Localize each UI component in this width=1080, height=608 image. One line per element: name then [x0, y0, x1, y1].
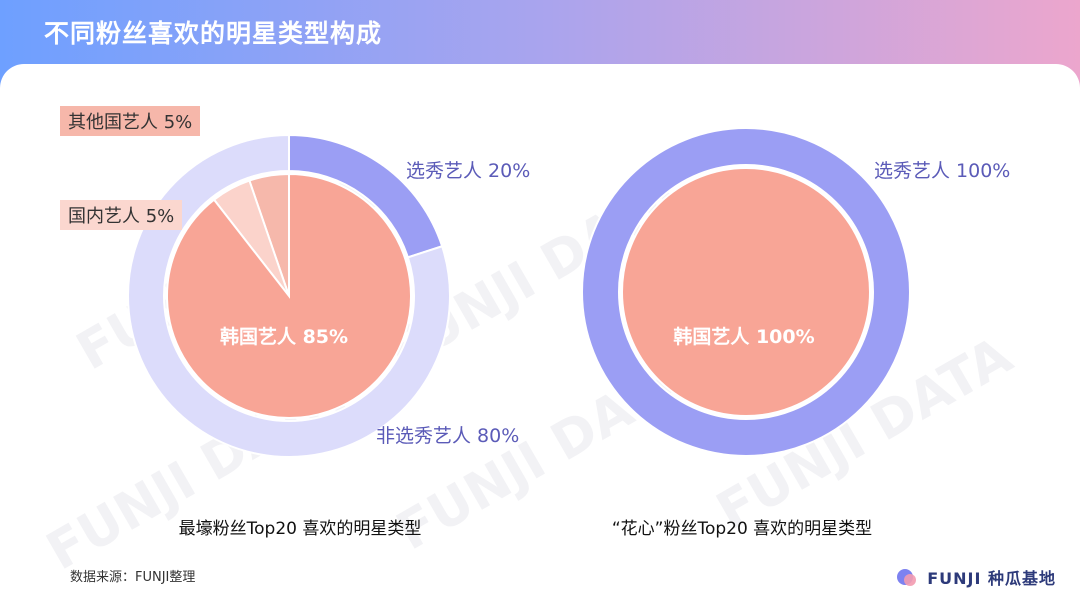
- brand-icon: [897, 569, 917, 586]
- label-domestic: 国内艺人 5%: [60, 200, 183, 230]
- caption-2: “花心”粉丝Top20 喜欢的明星类型: [611, 519, 873, 539]
- page-title: 不同粉丝喜欢的明星类型构成: [44, 19, 383, 48]
- caption-1: 最壕粉丝Top20 喜欢的明星类型: [178, 519, 422, 539]
- chart1-outer-slice-1: [127, 133, 451, 458]
- chart1-inner-slice-2: [166, 172, 412, 419]
- chart2-inner-slice-0: [620, 167, 872, 417]
- chart2-outer-slice-0: [580, 127, 912, 457]
- label-draft-1: 选秀艺人 20%: [406, 160, 531, 182]
- label-draft-2: 选秀艺人 100%: [874, 160, 1011, 182]
- label-non-draft-1: 非选秀艺人 80%: [376, 425, 520, 447]
- label-korean-2: 韩国艺人 100%: [673, 326, 815, 348]
- label-korean-1: 韩国艺人 85%: [219, 326, 349, 348]
- brand-logo: FUNJI 种瓜基地: [895, 565, 1056, 589]
- data-source: 数据来源：FUNJI整理: [70, 570, 196, 585]
- brand-name: FUNJI 种瓜基地: [927, 569, 1056, 588]
- label-other-country: 其他国艺人 5%: [60, 106, 201, 136]
